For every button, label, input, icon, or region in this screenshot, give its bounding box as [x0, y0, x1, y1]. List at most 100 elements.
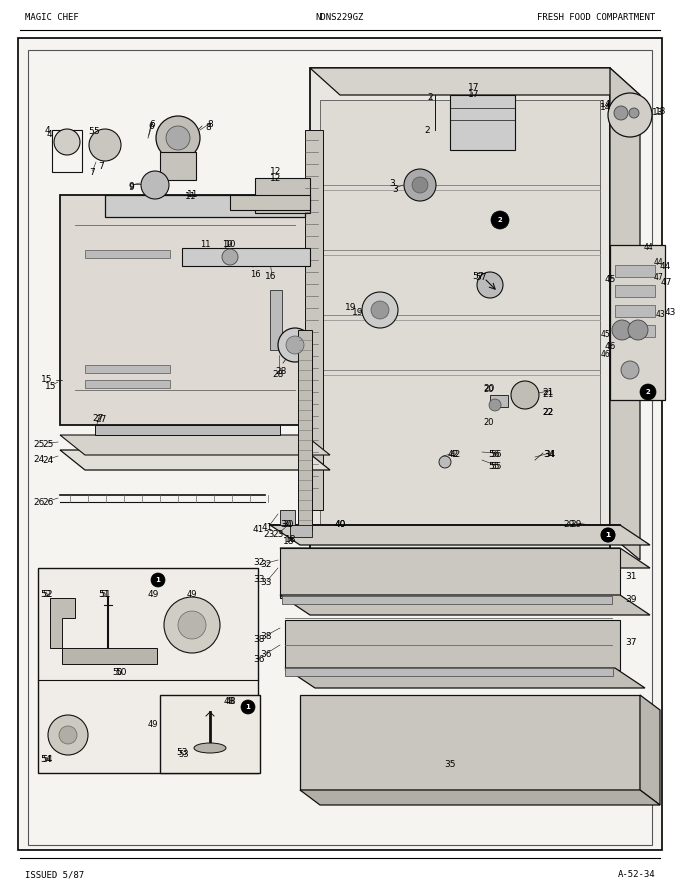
Text: 23: 23 — [272, 530, 284, 539]
Text: 37: 37 — [625, 638, 636, 647]
Text: ISSUED 5/87: ISSUED 5/87 — [25, 870, 84, 879]
Circle shape — [89, 129, 121, 161]
Circle shape — [614, 106, 628, 120]
Circle shape — [54, 129, 80, 155]
Text: 5: 5 — [88, 127, 94, 136]
Text: 31: 31 — [625, 572, 636, 581]
Circle shape — [601, 528, 615, 542]
Text: 18: 18 — [285, 535, 296, 544]
Text: 13: 13 — [655, 107, 666, 116]
Text: 38: 38 — [254, 635, 265, 644]
Text: 11: 11 — [187, 190, 199, 199]
Text: 42: 42 — [450, 450, 461, 459]
Text: 33: 33 — [254, 575, 265, 584]
Text: 46: 46 — [600, 350, 610, 359]
Text: 9: 9 — [128, 183, 134, 192]
Circle shape — [286, 336, 304, 354]
Bar — [490, 395, 508, 407]
Text: 20: 20 — [483, 418, 494, 427]
Text: 20: 20 — [483, 384, 494, 393]
Text: 19: 19 — [352, 308, 364, 317]
Polygon shape — [270, 525, 650, 545]
Bar — [85, 250, 170, 258]
Text: 25: 25 — [33, 440, 45, 449]
Text: 26: 26 — [33, 498, 45, 507]
Text: 48: 48 — [224, 697, 235, 706]
Text: 52: 52 — [42, 590, 52, 599]
Text: 4: 4 — [45, 126, 50, 135]
Text: 25: 25 — [42, 440, 53, 449]
Bar — [85, 365, 170, 373]
Text: 40: 40 — [335, 520, 346, 529]
Bar — [320, 100, 600, 528]
Circle shape — [412, 177, 428, 193]
Polygon shape — [610, 68, 640, 560]
Text: 30: 30 — [282, 520, 294, 529]
Circle shape — [141, 171, 169, 199]
Text: 8: 8 — [207, 120, 213, 129]
Text: 54: 54 — [42, 755, 52, 764]
Text: 17: 17 — [468, 90, 479, 99]
Text: 48: 48 — [226, 697, 237, 706]
Bar — [160, 152, 196, 180]
Text: 19: 19 — [345, 303, 356, 312]
Text: 11: 11 — [185, 192, 197, 201]
Polygon shape — [300, 790, 660, 805]
Text: A-52-34: A-52-34 — [617, 870, 655, 879]
Bar — [62, 648, 157, 664]
Bar — [310, 68, 610, 558]
Text: 44: 44 — [643, 243, 653, 252]
Text: 34: 34 — [543, 450, 554, 459]
Text: 27: 27 — [92, 414, 103, 423]
Text: 28: 28 — [275, 367, 286, 376]
Text: 10: 10 — [222, 240, 233, 249]
Bar — [95, 425, 280, 435]
Text: 32: 32 — [254, 558, 265, 567]
Polygon shape — [280, 595, 650, 615]
Circle shape — [608, 93, 652, 137]
Text: 24: 24 — [34, 455, 45, 464]
Text: 50: 50 — [115, 668, 126, 677]
Text: 49: 49 — [148, 720, 158, 729]
Text: 1: 1 — [606, 532, 611, 538]
Text: 12: 12 — [270, 174, 282, 183]
Text: 13: 13 — [652, 108, 664, 117]
Text: 46: 46 — [605, 342, 616, 351]
Text: 9: 9 — [128, 182, 134, 191]
Text: 50: 50 — [112, 668, 122, 677]
Text: 35: 35 — [444, 760, 456, 769]
Text: 32: 32 — [260, 560, 271, 569]
Circle shape — [156, 116, 200, 160]
Text: 1: 1 — [156, 577, 160, 583]
Circle shape — [371, 301, 389, 319]
Text: 17: 17 — [468, 83, 479, 92]
Text: 34: 34 — [544, 450, 556, 459]
Text: 2: 2 — [427, 93, 432, 102]
Circle shape — [59, 726, 77, 744]
Circle shape — [477, 272, 503, 298]
Circle shape — [629, 108, 639, 118]
Text: 14: 14 — [600, 103, 611, 112]
Text: 2: 2 — [424, 126, 430, 135]
Text: 41: 41 — [262, 523, 273, 532]
Text: 10: 10 — [225, 240, 237, 249]
Text: NDNS229GZ: NDNS229GZ — [316, 13, 364, 22]
Text: 4: 4 — [47, 130, 52, 139]
Text: 18: 18 — [283, 537, 294, 546]
Circle shape — [612, 320, 632, 340]
Circle shape — [621, 361, 639, 379]
Text: 51: 51 — [98, 590, 109, 599]
Bar — [285, 668, 613, 676]
Circle shape — [601, 528, 615, 542]
Polygon shape — [50, 598, 75, 648]
Text: 22: 22 — [542, 408, 554, 417]
Bar — [182, 248, 310, 266]
Text: 53: 53 — [178, 750, 188, 759]
Text: 1: 1 — [245, 704, 250, 710]
Circle shape — [640, 384, 656, 400]
Text: 7: 7 — [98, 162, 104, 171]
Text: 15: 15 — [41, 376, 52, 384]
Text: 2: 2 — [498, 217, 503, 223]
Circle shape — [48, 715, 88, 755]
Polygon shape — [640, 695, 660, 805]
